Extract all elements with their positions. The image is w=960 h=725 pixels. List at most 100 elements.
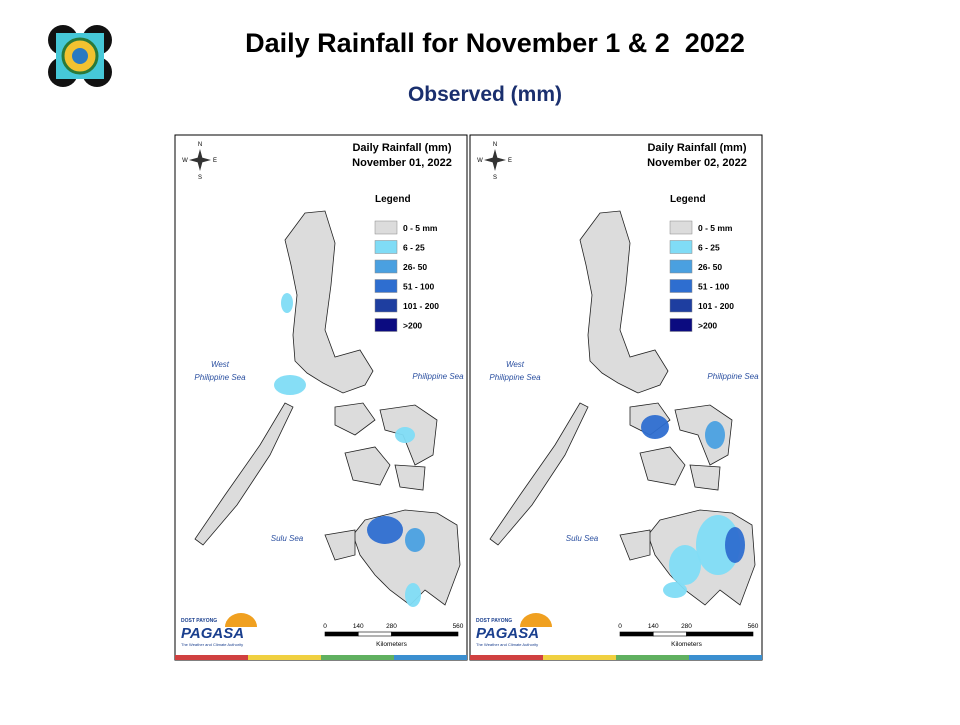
legend-swatch	[374, 279, 398, 293]
compass-east: E	[508, 158, 512, 164]
compass-rose	[189, 149, 211, 171]
scale-label: 140	[353, 623, 364, 630]
branding-umbrella	[225, 613, 257, 627]
land-area	[324, 529, 356, 561]
legend-title: Legend	[670, 194, 706, 205]
legend-label: 26- 50	[698, 262, 722, 272]
legend-label: 0 - 5 mm	[698, 223, 733, 233]
map-panel: Daily Rainfall (mm) November 01, 2022 N S E W…	[174, 134, 468, 661]
land-area	[674, 404, 733, 466]
land-area	[394, 464, 426, 491]
land-area	[689, 464, 721, 491]
scale-label: 140	[648, 623, 659, 630]
scale-label: 560	[453, 623, 464, 630]
branding-name: PAGASA	[476, 625, 539, 642]
rainfall-area	[669, 545, 701, 585]
scale-segment	[652, 631, 687, 637]
scale-unit: Kilometers	[671, 641, 702, 648]
scale-segment	[357, 631, 392, 637]
branding-top: DOST PAYONG	[476, 618, 512, 624]
compass-west: W	[182, 158, 188, 164]
footer-strip	[175, 655, 248, 660]
map-date: November 01, 2022	[352, 157, 452, 169]
footer-strip	[689, 655, 762, 660]
land-area	[284, 210, 374, 394]
legend-swatch	[669, 259, 693, 274]
scale-unit: Kilometers	[376, 641, 407, 648]
scale-label: 0	[323, 623, 327, 630]
map-title: Daily Rainfall (mm)	[352, 142, 451, 154]
land-area	[489, 402, 589, 546]
compass-rose	[484, 149, 506, 171]
compass-east: E	[213, 158, 217, 164]
scale-segment	[324, 631, 359, 637]
footer-strip	[248, 655, 321, 660]
rainfall-area	[405, 583, 421, 607]
scale-segment	[686, 631, 754, 637]
map-panel: Daily Rainfall (mm) November 02, 2022 N S E W…	[469, 134, 763, 661]
sea-label: Sulu Sea	[271, 534, 304, 543]
scale-label: 280	[386, 623, 397, 630]
legend-label: >200	[698, 321, 717, 331]
sea-label: Philippine Sea	[707, 372, 759, 381]
legend-swatch	[669, 279, 693, 293]
sea-label: West	[211, 360, 230, 369]
slide-subtitle: Observed (mm)	[408, 83, 562, 106]
rainfall-area	[696, 515, 740, 575]
footer-strip	[321, 655, 394, 660]
land-area	[194, 402, 294, 546]
scale-label: 0	[618, 623, 622, 630]
footer-strip	[543, 655, 616, 660]
legend-label: 101 - 200	[403, 301, 439, 311]
rainfall-area	[641, 415, 669, 439]
legend-swatch	[374, 220, 398, 235]
compass-west: W	[477, 158, 483, 164]
footer-strip	[616, 655, 689, 660]
footer-strip	[470, 655, 543, 660]
legend-swatch	[669, 240, 693, 254]
sea-label: Philippine Sea	[194, 373, 246, 382]
compass-north: N	[493, 142, 497, 148]
branding-top: DOST PAYONG	[181, 618, 217, 624]
compass-south: S	[198, 175, 202, 181]
legend-swatch	[669, 318, 693, 332]
legend-title: Legend	[375, 194, 411, 205]
legend-label: 0 - 5 mm	[403, 223, 438, 233]
legend-swatch	[374, 318, 398, 332]
sea-label: Philippine Sea	[489, 373, 541, 382]
scale-label: 280	[681, 623, 692, 630]
legend-label: 26- 50	[403, 262, 427, 272]
land-area	[344, 446, 391, 486]
land-area	[619, 529, 651, 561]
scale-segment	[619, 631, 654, 637]
agency-logo	[48, 25, 112, 87]
legend-label: >200	[403, 321, 422, 331]
legend-label: 6 - 25	[403, 243, 425, 253]
map-date: November 02, 2022	[647, 157, 747, 169]
scale-label: 560	[748, 623, 759, 630]
legend-swatch	[374, 259, 398, 274]
scale-segment	[391, 631, 459, 637]
map-panels: Daily Rainfall (mm) November 01, 2022 N S E W…	[174, 134, 763, 661]
rainfall-area	[281, 293, 293, 313]
rainfall-area	[705, 421, 725, 449]
compass-south: S	[493, 175, 497, 181]
legend-swatch	[374, 298, 398, 313]
legend-swatch	[374, 240, 398, 254]
rainfall-area	[274, 375, 306, 395]
legend-label: 6 - 25	[698, 243, 720, 253]
land-area	[639, 446, 686, 486]
branding-umbrella	[520, 613, 552, 627]
footer-strip	[394, 655, 467, 660]
sea-label: Sulu Sea	[566, 534, 599, 543]
land-area	[579, 210, 669, 394]
map-title: Daily Rainfall (mm)	[647, 142, 746, 154]
rainfall-area	[663, 582, 687, 598]
branding-tagline: The Weather and Climate Authority	[476, 642, 538, 647]
legend-label: 51 - 100	[403, 282, 434, 292]
legend-swatch	[669, 298, 693, 313]
rainfall-area	[405, 528, 425, 552]
legend-swatch	[669, 220, 693, 235]
compass-north: N	[198, 142, 202, 148]
